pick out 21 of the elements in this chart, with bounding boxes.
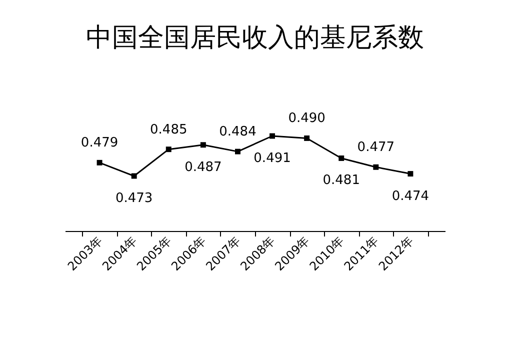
data-label: 0.484 <box>219 124 256 140</box>
data-label: 0.481 <box>322 173 360 188</box>
data-label: 0.487 <box>184 160 222 175</box>
data-label: 0.474 <box>392 188 430 204</box>
data-label: 0.490 <box>288 111 326 126</box>
data-label: 0.477 <box>357 140 395 156</box>
point <box>338 155 344 161</box>
point <box>270 133 276 139</box>
point <box>234 148 240 154</box>
data-label: 0.479 <box>80 136 118 151</box>
point <box>96 160 102 166</box>
chart-title: 中国全国居民收入的基尼系数 <box>86 23 424 53</box>
point <box>408 171 414 177</box>
point <box>200 142 206 148</box>
point <box>166 146 172 152</box>
point <box>131 173 137 179</box>
data-label: 0.473 <box>115 191 153 206</box>
data-label: 0.485 <box>150 122 188 138</box>
point <box>304 135 310 141</box>
point <box>373 164 379 170</box>
data-label: 0.491 <box>254 151 291 166</box>
